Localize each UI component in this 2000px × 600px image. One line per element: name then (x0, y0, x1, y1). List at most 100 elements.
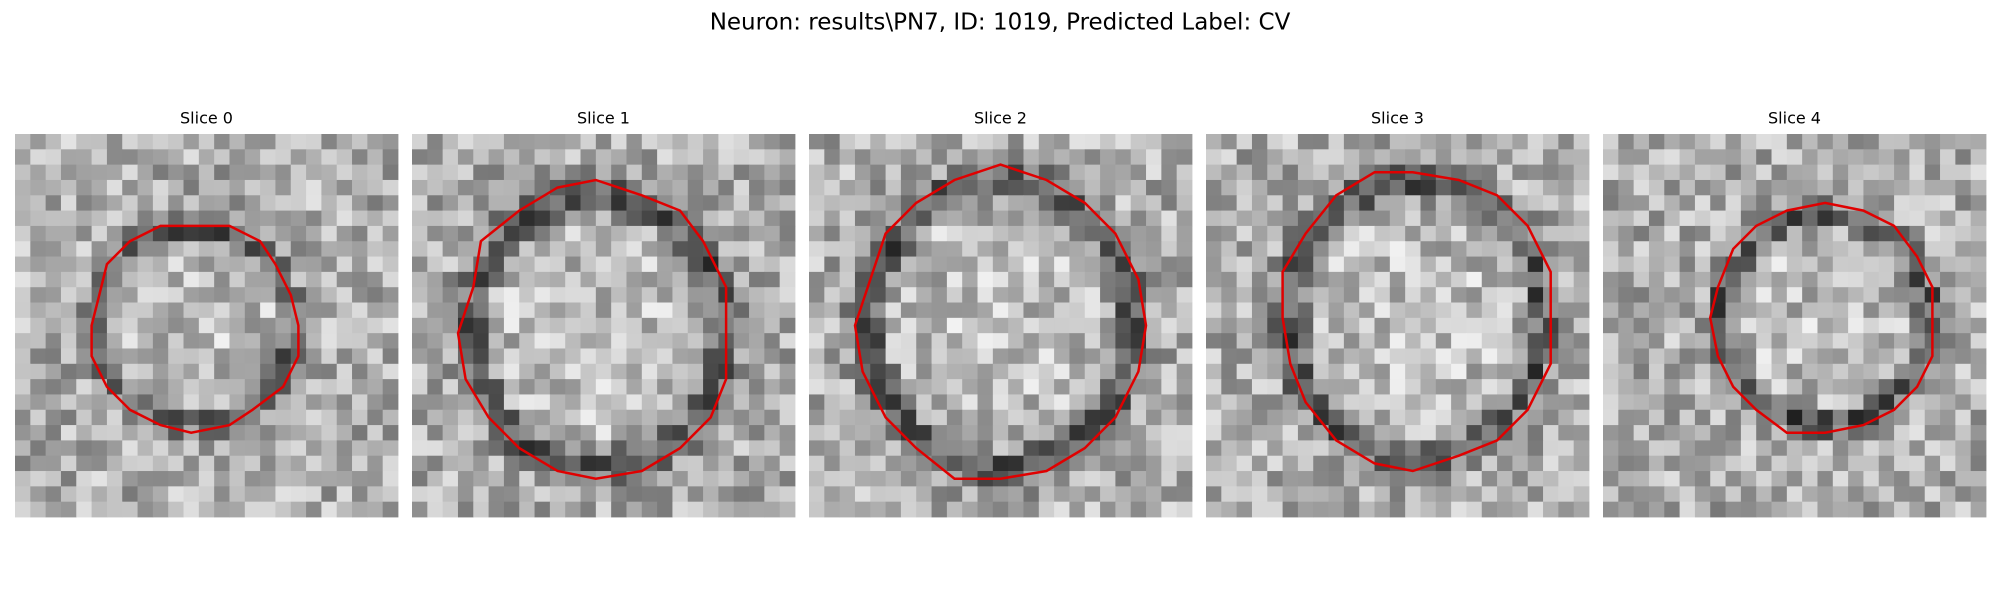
image-pixel (946, 256, 963, 273)
image-pixel (824, 363, 841, 380)
image-pixel (733, 256, 750, 273)
image-pixel (1725, 348, 1742, 365)
image-pixel (1771, 409, 1788, 426)
contour (456, 178, 728, 480)
image-pixel (1527, 149, 1544, 166)
image-pixel (1894, 241, 1910, 257)
image-pixel (336, 225, 353, 242)
image-pixel (641, 134, 658, 150)
image-pixel (321, 440, 338, 457)
image-pixel (1038, 256, 1055, 273)
image-pixel (1527, 471, 1544, 487)
image-pixel (962, 379, 978, 395)
image-pixel (321, 164, 338, 181)
image-pixel (1130, 455, 1147, 472)
image-pixel (1878, 149, 1895, 166)
image-pixel (992, 409, 1009, 426)
image-pixel (1771, 363, 1788, 380)
image-pixel (1130, 425, 1147, 441)
image-pixel (290, 179, 307, 196)
image-pixel (1389, 471, 1406, 487)
image-pixel (657, 134, 673, 150)
image-pixel (931, 501, 948, 518)
image-pixel (503, 287, 520, 303)
image-pixel (1710, 179, 1726, 196)
image-pixel (1527, 363, 1544, 380)
image-pixel (412, 425, 428, 441)
image-pixel (977, 241, 994, 257)
image-pixel (1389, 333, 1406, 349)
image-pixel (1633, 195, 1650, 211)
image-pixel (824, 348, 841, 365)
image-pixel (1771, 179, 1788, 196)
image-pixel (1603, 256, 1619, 273)
image-pixel (1100, 425, 1116, 441)
image-pixel (885, 394, 902, 411)
image-pixel (198, 271, 215, 288)
image-pixel (1267, 409, 1283, 426)
image-pixel (1909, 149, 1926, 166)
image-pixel (1466, 363, 1483, 380)
image-pixel (1328, 317, 1345, 334)
image-pixel (703, 256, 719, 273)
image-pixel (76, 271, 92, 288)
image-pixel (1694, 149, 1711, 166)
image-pixel (764, 425, 781, 441)
image-pixel (1420, 164, 1437, 181)
image-pixel (733, 179, 750, 196)
image-pixel (534, 394, 551, 411)
image-pixel (1343, 164, 1360, 181)
image-pixel (839, 501, 856, 518)
image-pixel (1955, 409, 1972, 426)
image-pixel (1955, 164, 1972, 181)
image-pixel (1451, 210, 1467, 227)
image-pixel (1802, 241, 1818, 257)
image-pixel (565, 409, 581, 426)
image-pixel (275, 210, 292, 227)
image-pixel (1848, 471, 1864, 487)
image-pixel (1236, 471, 1253, 487)
image-pixel (1481, 164, 1498, 181)
image-pixel (1206, 256, 1222, 273)
image-pixel (442, 425, 459, 441)
image-pixel (1251, 164, 1268, 181)
image-pixel (977, 333, 994, 349)
image-pixel (1282, 271, 1299, 288)
image-pixel (76, 164, 92, 181)
image-pixel (367, 287, 384, 303)
image-pixel (641, 425, 658, 441)
image-pixel (1328, 486, 1345, 503)
image-pixel (733, 149, 750, 166)
image-pixel (427, 210, 444, 227)
image-pixel (321, 379, 338, 395)
image-pixel (122, 256, 138, 273)
image-pixel (626, 302, 643, 319)
image-pixel (1603, 134, 1619, 150)
image-pixel (1176, 287, 1193, 303)
image-pixel (290, 134, 307, 150)
image-pixel (1267, 149, 1283, 166)
image-pixel (1038, 409, 1055, 426)
image-pixel (352, 287, 368, 303)
image-pixel (1069, 164, 1086, 181)
image-pixel (672, 409, 689, 426)
image-pixel (183, 149, 200, 166)
image-pixel (1359, 179, 1375, 196)
image-pixel (870, 134, 886, 150)
image-pixel (1251, 471, 1268, 487)
image-pixel (657, 164, 673, 181)
image-pixel (183, 486, 200, 503)
image-pixel (1618, 333, 1635, 349)
image-pixel (60, 302, 77, 319)
image-pixel (641, 179, 658, 196)
image-pixel (1481, 471, 1498, 487)
image-pixel (198, 225, 215, 242)
image-pixel (1648, 149, 1665, 166)
image-pixel (839, 379, 856, 395)
image-pixel (1710, 134, 1726, 150)
image-pixel (595, 348, 612, 365)
image-pixel (779, 333, 796, 349)
image-pixel (1221, 348, 1238, 365)
image-pixel (290, 409, 307, 426)
image-pixel (1679, 287, 1696, 303)
